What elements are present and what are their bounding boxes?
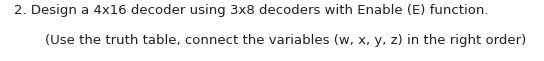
Text: (Use the truth table, connect the variables (w, x, y, z) in the right order): (Use the truth table, connect the variab… [45,34,526,47]
Text: 2. Design a 4x16 decoder using 3x8 decoders with Enable (E) function.: 2. Design a 4x16 decoder using 3x8 decod… [14,4,488,17]
